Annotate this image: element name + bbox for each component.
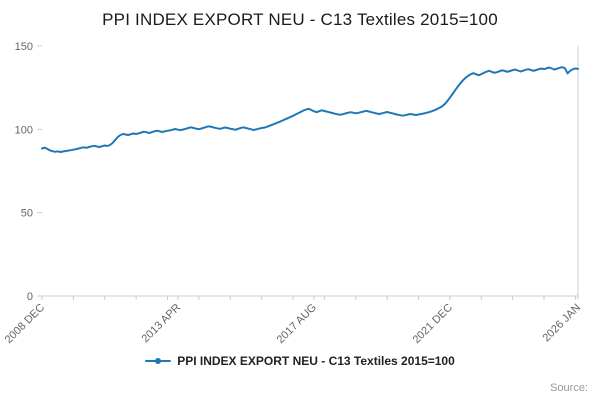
x-tick-label: 2017 AUG <box>275 302 319 346</box>
x-tick-label: 2013 APR <box>140 302 184 346</box>
y-tick-label: 100 <box>15 124 33 136</box>
x-tick-label: 2026 JAN <box>540 302 583 345</box>
y-tick-label: 0 <box>27 291 33 303</box>
y-tick-label: 50 <box>21 208 33 220</box>
chart-title: PPI INDEX EXPORT NEU - C13 Textiles 2015… <box>102 10 498 29</box>
source-label: Source: <box>550 382 588 394</box>
series-line-marker-icon <box>145 357 172 365</box>
line-chart-canvas: 0 50 100 150 2008 DEC 2013 APR 2017 AUG 2021 DE… <box>3 41 583 346</box>
legend-label: PPI INDEX EXPORT NEU - C13 Textiles 2015… <box>177 354 455 368</box>
x-tick-label: 2021 DEC <box>411 302 455 346</box>
y-tick-label: 150 <box>15 41 33 53</box>
series-line <box>41 66 579 153</box>
x-tick-label: 2008 DEC <box>3 302 47 346</box>
legend: PPI INDEX EXPORT NEU - C13 Textiles 2015… <box>0 354 600 368</box>
legend-item-ppi-series[interactable]: PPI INDEX EXPORT NEU - C13 Textiles 2015… <box>145 354 455 368</box>
